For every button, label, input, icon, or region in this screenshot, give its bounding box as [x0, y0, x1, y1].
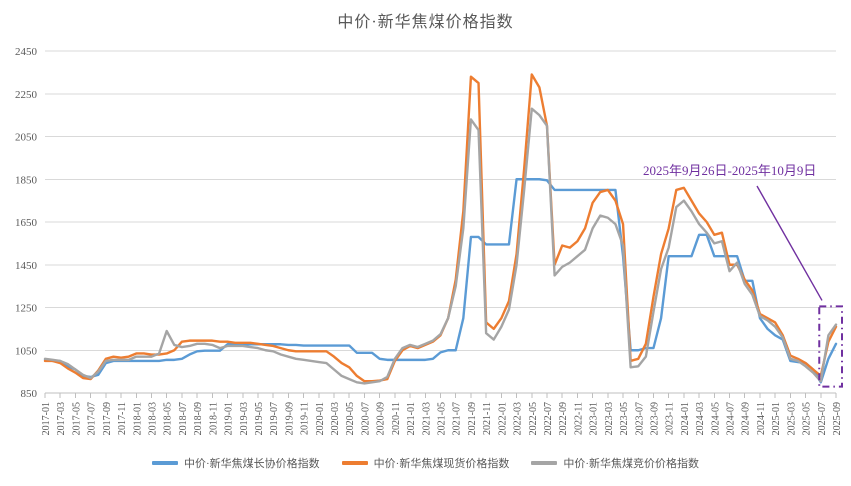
svg-text:2019-07: 2019-07 [269, 402, 280, 435]
svg-text:2018-09: 2018-09 [193, 402, 204, 435]
svg-text:2024-03: 2024-03 [695, 402, 706, 435]
legend-swatch [151, 461, 178, 465]
svg-text:2021-07: 2021-07 [452, 402, 463, 435]
svg-text:2017-11: 2017-11 [117, 402, 128, 435]
svg-text:2024-09: 2024-09 [741, 402, 752, 435]
svg-text:2017-03: 2017-03 [56, 402, 67, 435]
svg-text:2019-03: 2019-03 [239, 402, 250, 435]
svg-text:2023-09: 2023-09 [649, 402, 660, 435]
svg-text:2024-07: 2024-07 [726, 402, 737, 435]
annotation-layer: 2025年9月26日-2025年10月9日 [643, 163, 844, 388]
x-axis [44, 392, 837, 398]
svg-text:2019-09: 2019-09 [284, 402, 295, 435]
svg-text:2024-01: 2024-01 [680, 402, 691, 435]
svg-text:2020-11: 2020-11 [391, 402, 402, 435]
legend-item[interactable]: 中价·新华焦煤长协价格指数 [151, 455, 320, 471]
x-axis-tick-labels: 2017-01 2017-03 2017-05 2017-07 2017-09 2017-… [41, 402, 843, 435]
svg-text:1850: 1850 [15, 174, 38, 186]
svg-text:2023-07: 2023-07 [634, 402, 645, 435]
series-line [43, 178, 838, 384]
svg-text:2021-03: 2021-03 [421, 402, 432, 435]
svg-text:2023-01: 2023-01 [589, 402, 600, 435]
svg-text:2025-03: 2025-03 [786, 402, 797, 435]
svg-text:2023-11: 2023-11 [665, 402, 676, 435]
svg-text:2020-05: 2020-05 [345, 402, 356, 435]
svg-text:2017-05: 2017-05 [71, 402, 82, 435]
svg-text:1450: 1450 [15, 260, 38, 272]
svg-text:2022-05: 2022-05 [528, 402, 539, 435]
svg-text:2025-01: 2025-01 [771, 402, 782, 435]
svg-text:2018-01: 2018-01 [132, 402, 143, 435]
svg-text:2020-03: 2020-03 [330, 402, 341, 435]
svg-text:2019-05: 2019-05 [254, 402, 265, 435]
chart-legend: 中价·新华焦煤长协价格指数 中价·新华焦煤现货价格指数 中价·新华焦煤竞价价格指数 [0, 455, 851, 471]
svg-text:2020-07: 2020-07 [360, 402, 371, 435]
annotation-highlight-box [818, 305, 844, 388]
svg-text:2022-07: 2022-07 [543, 402, 554, 435]
svg-text:2018-11: 2018-11 [208, 402, 219, 435]
svg-text:2018-03: 2018-03 [147, 402, 158, 435]
svg-text:2017-09: 2017-09 [102, 402, 113, 435]
legend-item[interactable]: 中价·新华焦煤竞价价格指数 [531, 455, 699, 471]
svg-text:2021-05: 2021-05 [437, 402, 448, 435]
svg-text:2025-09: 2025-09 [832, 402, 843, 435]
chart-title: 中价·新华焦煤价格指数 [337, 14, 514, 31]
series-line [43, 107, 838, 385]
svg-text:2019-11: 2019-11 [300, 402, 311, 435]
legend-label: 中价·新华焦煤长协价格指数 [183, 458, 320, 470]
svg-text:2024-11: 2024-11 [756, 402, 767, 435]
svg-text:2250: 2250 [15, 89, 38, 101]
svg-text:1650: 1650 [15, 217, 38, 229]
svg-text:2020-01: 2020-01 [315, 402, 326, 435]
legend-item[interactable]: 中价·新华焦煤现货价格指数 [341, 455, 510, 471]
svg-text:850: 850 [21, 388, 38, 400]
legend-swatch [531, 461, 558, 465]
svg-text:1050: 1050 [15, 345, 38, 357]
svg-text:2022-03: 2022-03 [513, 402, 524, 435]
svg-text:2023-03: 2023-03 [604, 402, 615, 435]
svg-text:2023-05: 2023-05 [619, 402, 630, 435]
legend-swatch [341, 461, 368, 465]
svg-text:2022-11: 2022-11 [573, 402, 584, 435]
svg-text:2050: 2050 [15, 132, 38, 144]
svg-text:2025-05: 2025-05 [802, 402, 813, 435]
svg-text:2022-09: 2022-09 [558, 402, 569, 435]
annotation-leader-line [756, 185, 823, 301]
svg-text:2018-05: 2018-05 [163, 402, 174, 435]
svg-text:2021-09: 2021-09 [467, 402, 478, 435]
legend-label: 中价·新华焦煤竞价价格指数 [563, 458, 699, 470]
svg-text:2021-01: 2021-01 [406, 402, 417, 435]
svg-text:2024-05: 2024-05 [710, 402, 721, 435]
svg-text:2025-07: 2025-07 [817, 402, 828, 435]
svg-text:2017-07: 2017-07 [87, 402, 98, 435]
svg-text:2021-11: 2021-11 [482, 402, 493, 435]
y-axis-tick-labels: 850 1050 1250 1450 1650 1850 2050 2250 2450 [15, 46, 38, 400]
svg-text:2022-01: 2022-01 [497, 402, 508, 435]
svg-text:2017-01: 2017-01 [41, 402, 52, 435]
svg-text:2450: 2450 [15, 46, 38, 58]
annotation-date-range-label: 2025年9月26日-2025年10月9日 [643, 163, 816, 178]
svg-text:2020-09: 2020-09 [376, 402, 387, 435]
legend-label: 中价·新华焦煤现货价格指数 [373, 458, 510, 470]
svg-text:2018-07: 2018-07 [178, 402, 189, 435]
series-lines [43, 73, 838, 385]
svg-text:2019-01: 2019-01 [224, 402, 235, 435]
svg-text:1250: 1250 [15, 303, 38, 315]
